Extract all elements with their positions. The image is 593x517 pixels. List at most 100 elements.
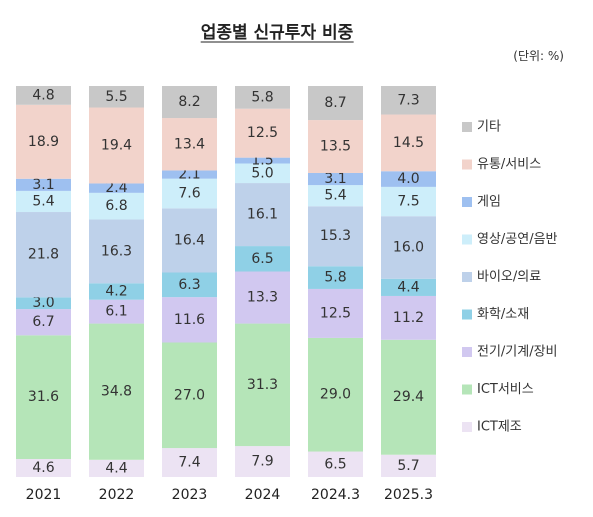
bar-segment bbox=[89, 459, 144, 477]
bar-segment bbox=[162, 170, 217, 179]
data-label: 5.5 bbox=[105, 89, 127, 105]
bar-segment bbox=[16, 335, 71, 459]
legend-label: 유통/서비스 bbox=[477, 157, 541, 172]
bar-segment bbox=[16, 86, 71, 105]
data-label: 4.2 bbox=[105, 283, 127, 299]
data-label: 14.5 bbox=[393, 135, 424, 151]
bar-segment bbox=[381, 216, 436, 279]
bar-segment bbox=[89, 192, 144, 220]
bar-segment bbox=[381, 114, 436, 172]
data-label: 15.3 bbox=[320, 228, 351, 244]
bar-segment bbox=[308, 120, 363, 173]
bar-segment bbox=[162, 342, 217, 449]
bar-segment bbox=[308, 451, 363, 477]
bar-segment bbox=[89, 86, 144, 108]
data-label: 7.5 bbox=[397, 194, 419, 210]
data-label: 5.0 bbox=[251, 165, 273, 181]
legend-swatch bbox=[462, 159, 472, 170]
data-label: 5.4 bbox=[324, 188, 346, 204]
bar-segment bbox=[235, 183, 290, 247]
category-label: 2024 bbox=[245, 487, 281, 503]
data-label: 4.0 bbox=[397, 171, 419, 187]
legend-swatch bbox=[462, 197, 472, 207]
legend-label: ICT서비스 bbox=[477, 382, 534, 397]
data-label: 11.2 bbox=[393, 310, 424, 326]
bars-group: 4.631.66.73.021.85.43.118.94.84.434.86.1… bbox=[16, 86, 436, 477]
data-label: 5.8 bbox=[251, 89, 273, 105]
data-label: 11.6 bbox=[174, 312, 205, 328]
bar-segment bbox=[162, 178, 217, 209]
bar-segment bbox=[235, 446, 290, 477]
bar-segment bbox=[381, 295, 436, 340]
legend-swatch bbox=[462, 122, 472, 132]
bar-segment bbox=[381, 171, 436, 187]
data-label: 8.2 bbox=[178, 94, 200, 110]
bar-segment bbox=[235, 246, 290, 272]
chart-title: 업종별 신규투자 비중 bbox=[201, 23, 354, 43]
legend-label: 게임 bbox=[477, 195, 501, 210]
legend-label: 화학/소재 bbox=[477, 307, 529, 322]
data-label: 6.8 bbox=[105, 198, 127, 214]
bar-segment bbox=[235, 108, 290, 158]
bar-segment bbox=[381, 339, 436, 455]
data-label: 4.8 bbox=[32, 87, 54, 103]
data-label: 4.4 bbox=[105, 460, 127, 476]
bar-segment bbox=[16, 104, 71, 179]
bar-segment bbox=[235, 163, 290, 184]
bar-segment bbox=[308, 206, 363, 267]
data-label: 13.3 bbox=[247, 290, 278, 306]
data-label: 13.5 bbox=[320, 139, 351, 155]
data-label: 34.8 bbox=[101, 384, 132, 400]
legend-swatch bbox=[462, 422, 472, 432]
bar-segment bbox=[16, 190, 71, 213]
data-label: 7.9 bbox=[251, 454, 273, 470]
bar-segment bbox=[308, 172, 363, 186]
data-label: 6.1 bbox=[105, 304, 127, 320]
data-label: 4.4 bbox=[397, 279, 419, 295]
data-label: 16.1 bbox=[247, 207, 278, 223]
data-label: 3.0 bbox=[32, 295, 54, 311]
data-label: 31.6 bbox=[28, 389, 59, 405]
data-label: 5.7 bbox=[397, 458, 419, 474]
data-label: 12.5 bbox=[320, 305, 351, 321]
bar-segment bbox=[235, 271, 290, 324]
data-label: 5.4 bbox=[32, 193, 54, 209]
data-label: 29.0 bbox=[320, 387, 351, 403]
legend-label: ICT제조 bbox=[477, 420, 522, 435]
category-label: 2022 bbox=[99, 487, 135, 503]
data-label: 29.4 bbox=[393, 389, 424, 405]
bar-segment bbox=[162, 272, 217, 298]
category-label: 2025.3 bbox=[384, 487, 433, 503]
bar-segment bbox=[308, 288, 363, 338]
bar-segment bbox=[162, 297, 217, 343]
data-label: 12.5 bbox=[247, 125, 278, 141]
legend-label: 기타 bbox=[477, 120, 501, 135]
bar-segment bbox=[89, 323, 144, 460]
bar-segment bbox=[162, 118, 217, 171]
category-label: 2024.3 bbox=[311, 487, 360, 503]
data-label: 6.3 bbox=[178, 277, 200, 293]
bar-segment bbox=[162, 208, 217, 273]
data-label: 6.5 bbox=[251, 251, 273, 267]
bar-segment bbox=[89, 299, 144, 324]
category-label: 2023 bbox=[172, 487, 208, 503]
bar-segment bbox=[308, 86, 363, 121]
data-label: 6.5 bbox=[324, 456, 346, 472]
data-label: 2.1 bbox=[178, 167, 200, 183]
data-label: 13.4 bbox=[174, 136, 205, 152]
legend-swatch bbox=[462, 272, 472, 282]
bar-segment bbox=[16, 458, 71, 477]
data-label: 2.4 bbox=[105, 180, 127, 196]
data-label: 4.6 bbox=[32, 460, 54, 476]
data-label: 21.8 bbox=[28, 247, 59, 263]
bar-segment bbox=[308, 337, 363, 452]
legend-swatch bbox=[462, 234, 472, 245]
data-label: 19.4 bbox=[101, 137, 132, 153]
bar-segment bbox=[381, 86, 436, 115]
legend-swatch bbox=[462, 309, 472, 320]
bar-segment bbox=[381, 278, 436, 296]
legend-swatch bbox=[462, 384, 472, 395]
bar-segment bbox=[235, 86, 290, 109]
